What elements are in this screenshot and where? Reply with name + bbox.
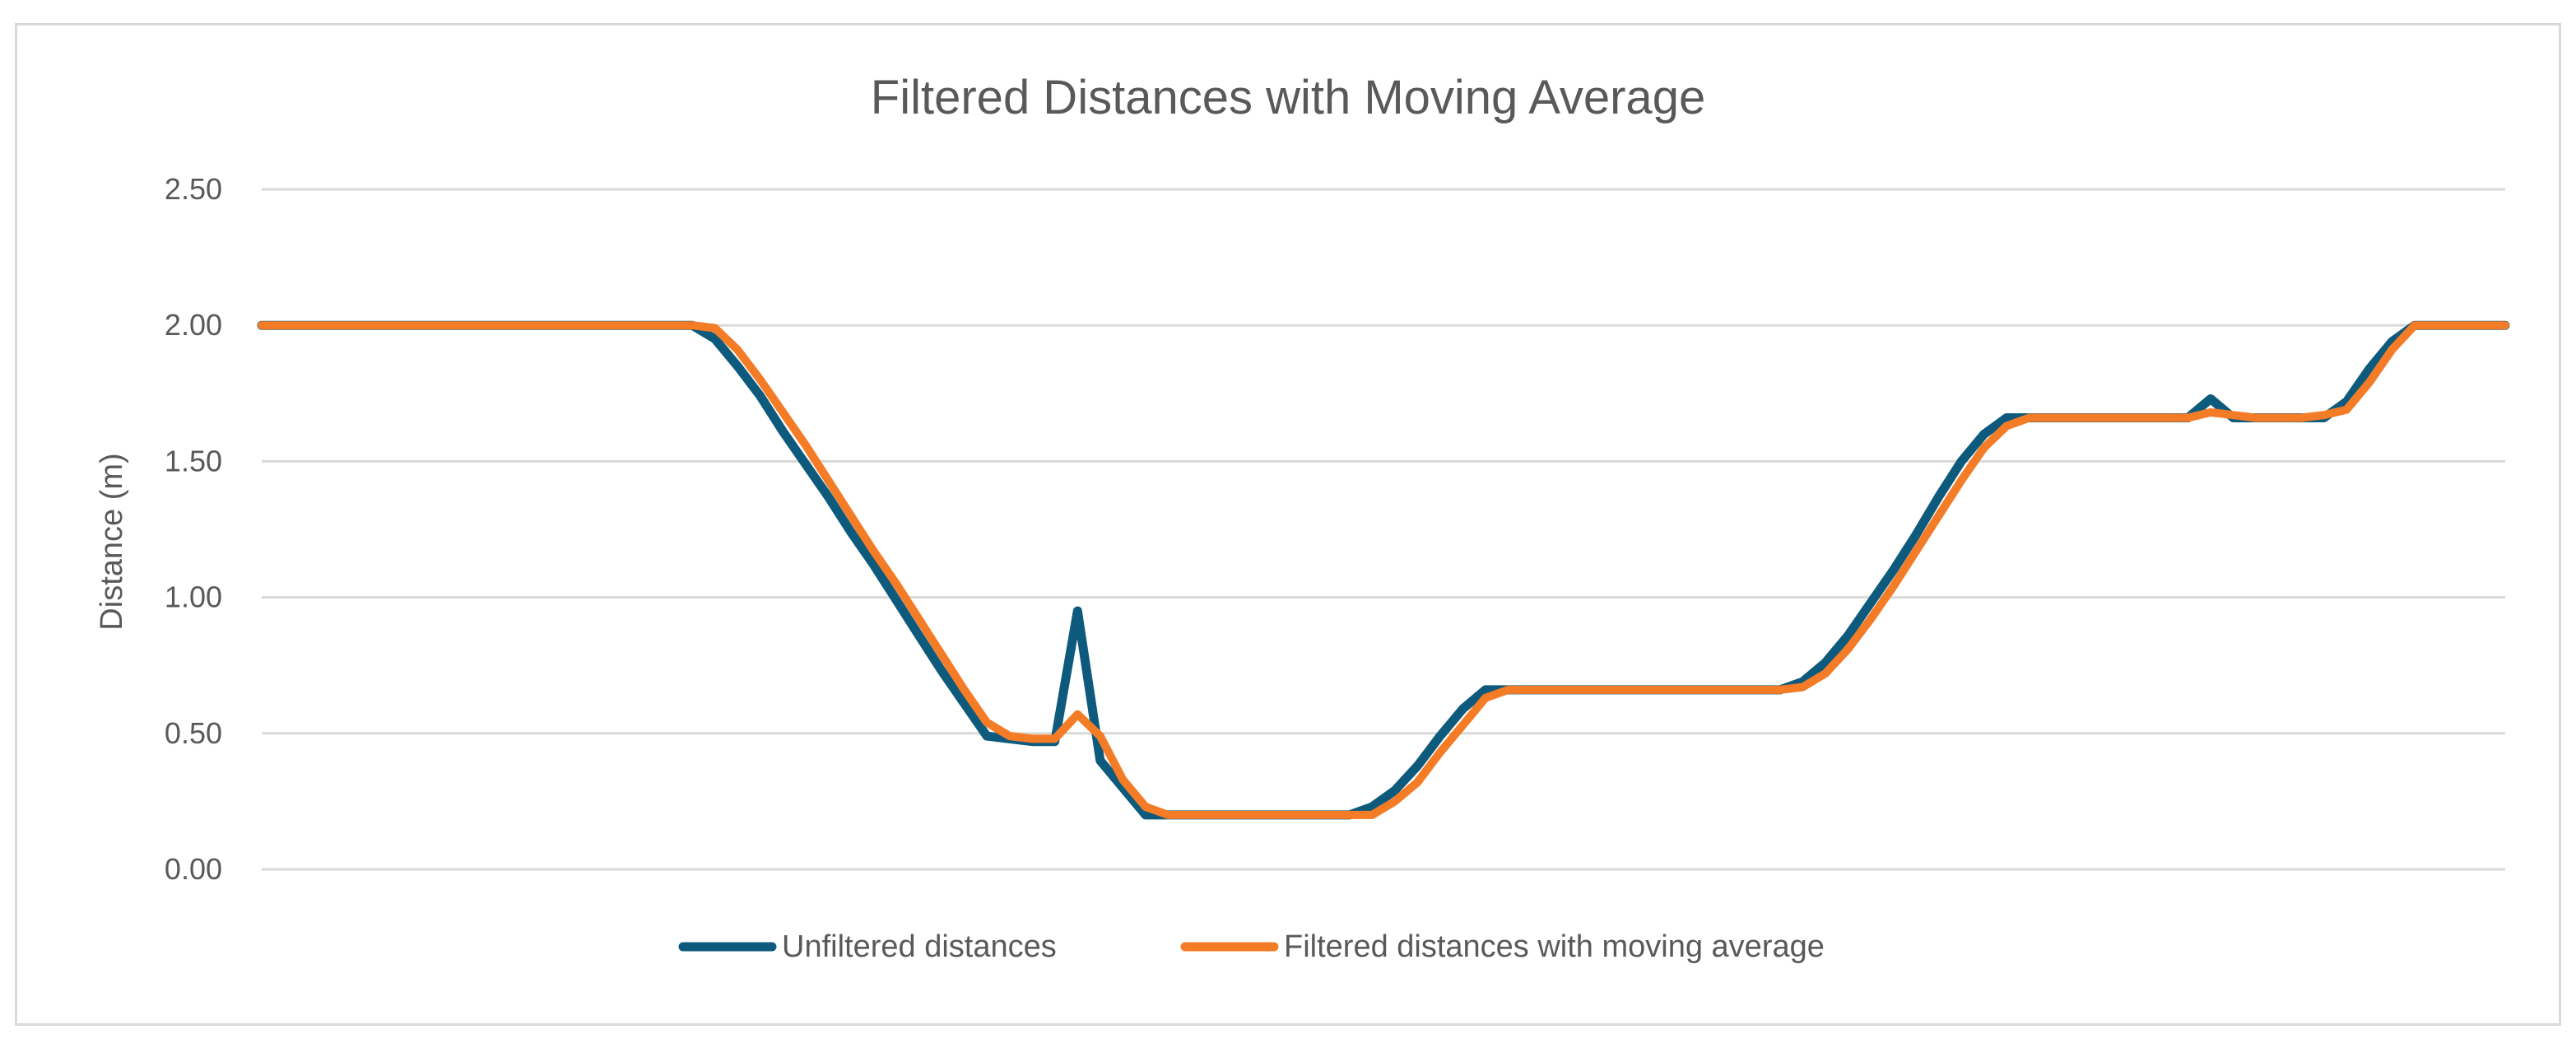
legend-label: Filtered distances with moving average [1284, 929, 1825, 964]
series-line-unfiltered [257, 320, 2510, 820]
gridlines [262, 188, 2505, 871]
legend: Unfiltered distances Filtered distances w… [678, 929, 1825, 964]
y-tick-label: 2.00 [165, 308, 222, 342]
y-tick-label: 0.00 [165, 852, 222, 886]
legend-entry: Filtered distances with moving average [1180, 929, 1825, 964]
legend-label: Unfiltered distances [782, 929, 1057, 964]
legend-entry: Unfiltered distances [678, 929, 1057, 964]
y-tick-label: 1.00 [165, 580, 222, 614]
y-tick-label: 1.50 [165, 444, 222, 477]
y-axis-label: Distance (m) [95, 453, 129, 630]
y-tick-labels: 0.00 0.50 1.00 1.50 2.00 2.50 [165, 172, 222, 886]
y-tick-label: 2.50 [165, 172, 222, 206]
series-line-filtered [258, 321, 2509, 819]
chart-title: Filtered Distances with Moving Average [871, 71, 1705, 124]
series-lines [257, 320, 2510, 820]
y-tick-label: 0.50 [165, 716, 222, 750]
